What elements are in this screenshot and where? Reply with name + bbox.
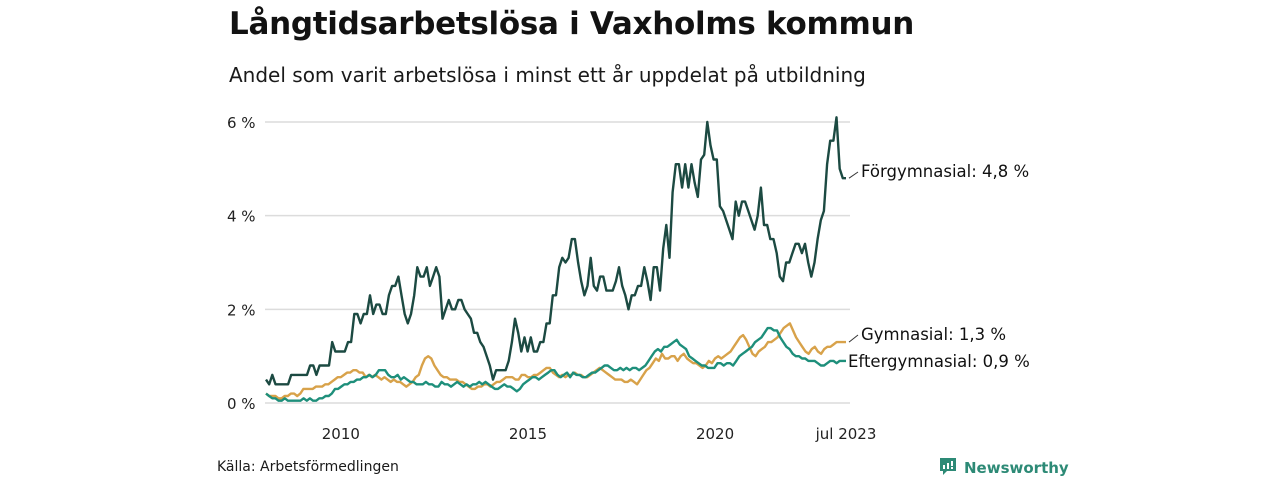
y-axis: 0 % 2 % 4 % 6 % bbox=[227, 114, 256, 413]
source-note: Källa: Arbetsförmedlingen bbox=[217, 459, 399, 475]
series-label-förgymnasial: Förgymnasial: 4,8 % bbox=[861, 162, 1029, 181]
label-connector bbox=[848, 334, 859, 343]
gridlines bbox=[265, 121, 850, 404]
chart-subtitle: Andel som varit arbetslösa i minst ett å… bbox=[229, 63, 866, 87]
series-line-förgymnasial bbox=[265, 116, 846, 386]
x-tick-label: 2010 bbox=[322, 425, 360, 443]
series-label-eftergymnasial: Eftergymnasial: 0,9 % bbox=[848, 352, 1030, 371]
y-tick-label: 4 % bbox=[227, 208, 256, 226]
brand-name: Newsworthy bbox=[964, 459, 1069, 477]
x-tick-label: jul 2023 bbox=[815, 425, 877, 443]
series-end-labels: Förgymnasial: 4,8 % Gymnasial: 1,3 % Efter… bbox=[848, 162, 1030, 371]
y-tick-label: 2 % bbox=[227, 301, 256, 319]
newsworthy-logo-icon bbox=[938, 456, 958, 480]
y-tick-label: 0 % bbox=[227, 395, 256, 413]
series-line-gymnasial bbox=[265, 322, 846, 400]
x-tick-label: 2015 bbox=[509, 425, 547, 443]
chart-title: Långtidsarbetslösa i Vaxholms kommun bbox=[229, 6, 914, 42]
x-tick-label: 2020 bbox=[696, 425, 734, 443]
series-lines bbox=[265, 116, 846, 402]
series-line-eftergymnasial bbox=[265, 326, 846, 402]
series-label-gymnasial: Gymnasial: 1,3 % bbox=[861, 325, 1006, 344]
brand-logo[interactable]: Newsworthy bbox=[938, 456, 1069, 480]
x-axis: 2010 2015 2020 jul 2023 bbox=[322, 425, 877, 443]
y-tick-label: 6 % bbox=[227, 114, 256, 132]
label-connector bbox=[848, 171, 859, 179]
